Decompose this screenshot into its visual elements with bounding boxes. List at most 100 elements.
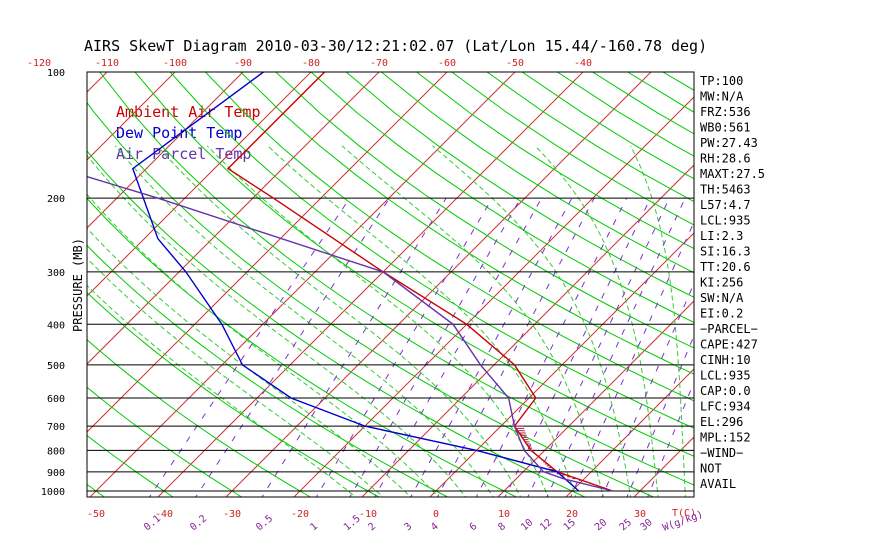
top-temp-tick-label: -110 [95,58,119,69]
top-temp-tick-label: -70 [370,58,388,69]
chart-title: AIRS SkewT Diagram 2010-03-30/12:21:02.0… [84,37,707,55]
isotherm-line [157,72,584,497]
index-entry: MPL:152 [700,431,751,445]
index-entry: CAPE:427 [700,338,758,352]
dry-adiabat-line [87,291,381,497]
isotherm-line [0,63,48,500]
index-entry: −PARCEL− [700,322,758,336]
bottom-temp-tick-label: -10 [359,509,377,520]
dry-adiabat-line [87,197,518,497]
dry-adiabat-line [486,72,694,203]
bottom-temp-tick-label: 10 [498,509,510,520]
isotherm-line [87,72,244,229]
pressure-tick-label: 300 [47,268,65,279]
dry-adiabat-line [451,72,694,226]
mixing-ratio-label: 0.5 [254,513,275,533]
bottom-temp-tick-label: -20 [291,509,309,520]
bottom-temp-tick-label: -40 [155,509,173,520]
isotherm-line [293,96,694,497]
index-entry: TT:20.6 [700,260,751,274]
legend-entry: Air Parcel Temp [116,145,251,163]
dry-adiabat-line [381,72,694,274]
dry-adiabat-line [240,72,694,375]
plot-lines [0,63,870,500]
dry-adiabat-line [205,72,694,402]
isotherm-line [87,72,312,297]
plot-frame [86,71,695,498]
pressure-tick-label: 400 [47,320,65,331]
index-entry: NOT [700,462,722,476]
moist-adiabat-line [534,145,659,497]
dry-adiabat-line [99,72,694,486]
bottom-temp-tick-label: 20 [566,509,578,520]
mixing-ratio-label: 10 [519,517,535,533]
dry-adiabat-line [345,72,694,298]
mixing-ratio-label: 8 [496,521,508,533]
index-entry: LCL:935 [700,369,751,383]
dry-adiabat-line [134,72,694,457]
index-entry: KI:256 [700,276,743,290]
mixing-ratio-line [504,197,651,497]
dry-adiabat-line [87,101,655,497]
index-entry: SW:N/A [700,291,744,305]
profile-line [87,175,613,492]
pressure-tick-label: 800 [47,446,65,457]
mixing-ratio-label: 3 [403,521,415,533]
bottom-temp-tick-label: 30 [634,509,646,520]
pressure-tick-label: 200 [47,194,65,205]
profile-line [226,72,614,492]
mixing-ratio-line [315,197,493,497]
mixing-ratio-line [261,197,447,497]
dry-adiabat-line [87,150,587,497]
dry-adiabat-line [87,483,106,497]
isotherm-line [429,232,694,497]
mixing-ratio-label: 1 [308,521,320,533]
top-temp-tick-label: -80 [302,58,320,69]
legend: Ambient Air Temp Dew Point Temp Air Parcel… [116,103,261,163]
mixing-ratio-label: 20 [593,517,609,533]
mixing-ratio-line [374,197,542,497]
mixing-ratio-line [436,197,595,497]
mixing-ratio-line [410,197,573,497]
index-entry: FRZ:536 [700,105,751,119]
mixing-ratio-label: 4 [429,521,441,533]
mixing-ratio-label: 12 [538,517,554,533]
index-entry: EL:296 [700,415,743,429]
index-entry: L57:4.7 [700,198,751,212]
index-entry: PW:27.43 [700,136,758,150]
index-entry: LCL:935 [700,214,751,228]
dry-adiabat-line [0,72,40,500]
dry-adiabat-line [169,72,694,429]
y-axis-label: PRESSURE (MB) [71,238,85,332]
top-temp-tick-label: -40 [574,58,592,69]
mixing-ratio-label: 6 [468,521,480,533]
index-entry: RH:28.6 [700,152,751,166]
index-entry: EI:0.2 [700,307,743,321]
pressure-tick-label: 100 [47,68,65,79]
index-entry: LFC:934 [700,400,751,414]
pressure-tick-label: 900 [47,468,65,479]
top-temp-tick-label: -50 [506,58,524,69]
index-entry: AVAIL [700,477,736,491]
legend-entry: Ambient Air Temp [116,103,261,121]
mixing-ratio-label: 0.2 [188,513,209,533]
index-entry: CINH:10 [700,353,751,367]
index-entry: CAP:0.0 [700,384,751,398]
isotherm-line [361,164,694,497]
pressure-tick-label: 700 [47,422,65,433]
index-entry: MW:N/A [700,90,744,104]
isotherm-line [87,72,176,161]
dry-adiabat-line [521,72,694,180]
isotherm-line [89,72,516,497]
mixing-ratio-line [148,197,351,497]
mixing-ratio-line [349,197,522,497]
mixing-ratio-label: 25 [618,517,634,533]
isotherm-line [835,63,870,500]
plot-area [0,63,870,500]
pressure-tick-label: 500 [47,361,65,372]
dry-adiabat-line [275,72,694,349]
mixing-ratio-line [475,197,628,497]
dry-adiabat-line [416,72,694,250]
